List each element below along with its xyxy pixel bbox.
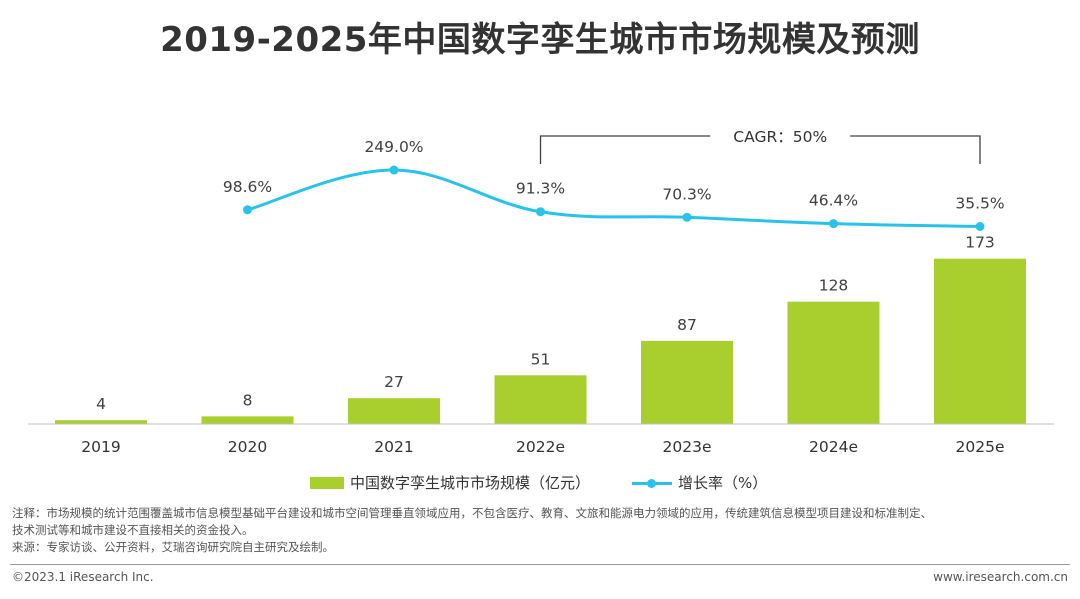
bar-2021 bbox=[348, 398, 440, 424]
bar-2024e bbox=[787, 301, 880, 424]
growth-value-label-2021: 249.0% bbox=[364, 138, 423, 156]
cagr-bracket-right bbox=[850, 135, 981, 164]
website-url: www.iresearch.com.cn bbox=[933, 570, 1068, 584]
bar-value-label-2020: 8 bbox=[243, 391, 253, 409]
x-tick-label-2019: 2019 bbox=[81, 438, 120, 456]
cagr-bracket-left bbox=[539, 135, 711, 164]
growth-point-2025e bbox=[975, 222, 985, 231]
legend-item-growth-rate: 增长率（%） bbox=[632, 472, 767, 493]
bar-2022e bbox=[494, 375, 587, 424]
growth-point-2021 bbox=[389, 165, 399, 175]
growth-value-label-2020: 98.6% bbox=[223, 178, 272, 196]
x-tick-label-2023e: 2023e bbox=[663, 438, 712, 456]
bar-2025e bbox=[934, 258, 1026, 424]
x-tick-label-2022e: 2022e bbox=[516, 438, 565, 456]
bar-value-label-2024e: 128 bbox=[819, 277, 849, 295]
cagr-label: CAGR：50% bbox=[733, 128, 827, 146]
x-tick-label-2024e: 2024e bbox=[809, 438, 858, 456]
growth-value-label-2025e: 35.5% bbox=[955, 195, 1004, 213]
bar-value-label-2023e: 87 bbox=[677, 316, 697, 334]
legend-bar-swatch bbox=[310, 476, 344, 489]
combo-chart: 4 8 27 51 87 128 173 2019 2020 2021 2022e 2023e 2024… bbox=[28, 128, 1054, 456]
x-tick-label-2025e: 2025e bbox=[956, 438, 1005, 456]
note-line-1: 注释：市场规模的统计范围覆盖城市信息模型基础平台建设和城市空间管理垂直领域应用，… bbox=[12, 506, 932, 520]
x-tick-label-2021: 2021 bbox=[374, 438, 413, 456]
bar-value-label-2019: 4 bbox=[96, 395, 106, 413]
legend-item-market-size: 中国数字孪生城市市场规模（亿元） bbox=[310, 472, 590, 493]
bar-value-label-2022e: 51 bbox=[531, 350, 551, 368]
growth-point-2023e bbox=[682, 212, 692, 222]
bar-2020 bbox=[201, 416, 294, 424]
bar-value-label-2025e: 173 bbox=[965, 234, 995, 252]
legend-label-market-size: 中国数字孪生城市市场规模（亿元） bbox=[350, 474, 591, 492]
bar-2023e bbox=[641, 340, 733, 424]
growth-rate-line bbox=[247, 168, 981, 228]
legend-label-growth-rate: 增长率（%） bbox=[678, 474, 768, 492]
growth-value-label-2023e: 70.3% bbox=[662, 185, 711, 203]
growth-point-2020 bbox=[243, 205, 252, 215]
x-tick-label-2020: 2020 bbox=[228, 438, 267, 456]
note-line-2: 技术测试等和城市建设不直接相关的资金投入。 bbox=[12, 523, 254, 537]
bar-value-label-2021: 27 bbox=[384, 373, 404, 391]
footnotes: 注释：市场规模的统计范围覆盖城市信息模型基础平台建设和城市空间管理垂直领域应用，… bbox=[12, 505, 1072, 556]
footer-divider bbox=[10, 564, 1070, 565]
bar-2019 bbox=[55, 420, 147, 424]
growth-point-2022e bbox=[536, 207, 545, 217]
growth-point-2024e bbox=[829, 219, 838, 229]
legend-line-swatch bbox=[632, 477, 672, 489]
source-line: 来源：专家访谈、公开资料，艾瑞咨询研究院自主研究及绘制。 bbox=[12, 540, 334, 554]
copyright: ©2023.1 iResearch Inc. bbox=[12, 570, 154, 584]
growth-value-label-2024e: 46.4% bbox=[809, 192, 858, 210]
chart-title: 2019-2025年中国数字孪生城市市场规模及预测 bbox=[160, 20, 920, 60]
growth-value-label-2022e: 91.3% bbox=[516, 180, 565, 198]
